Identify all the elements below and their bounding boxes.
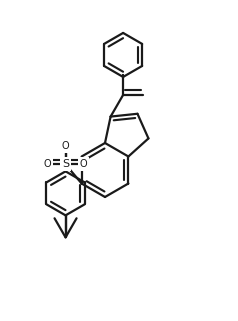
Text: S: S [62,159,69,169]
Text: O: O [80,159,87,169]
Text: O: O [62,141,69,151]
Text: O: O [44,159,51,169]
